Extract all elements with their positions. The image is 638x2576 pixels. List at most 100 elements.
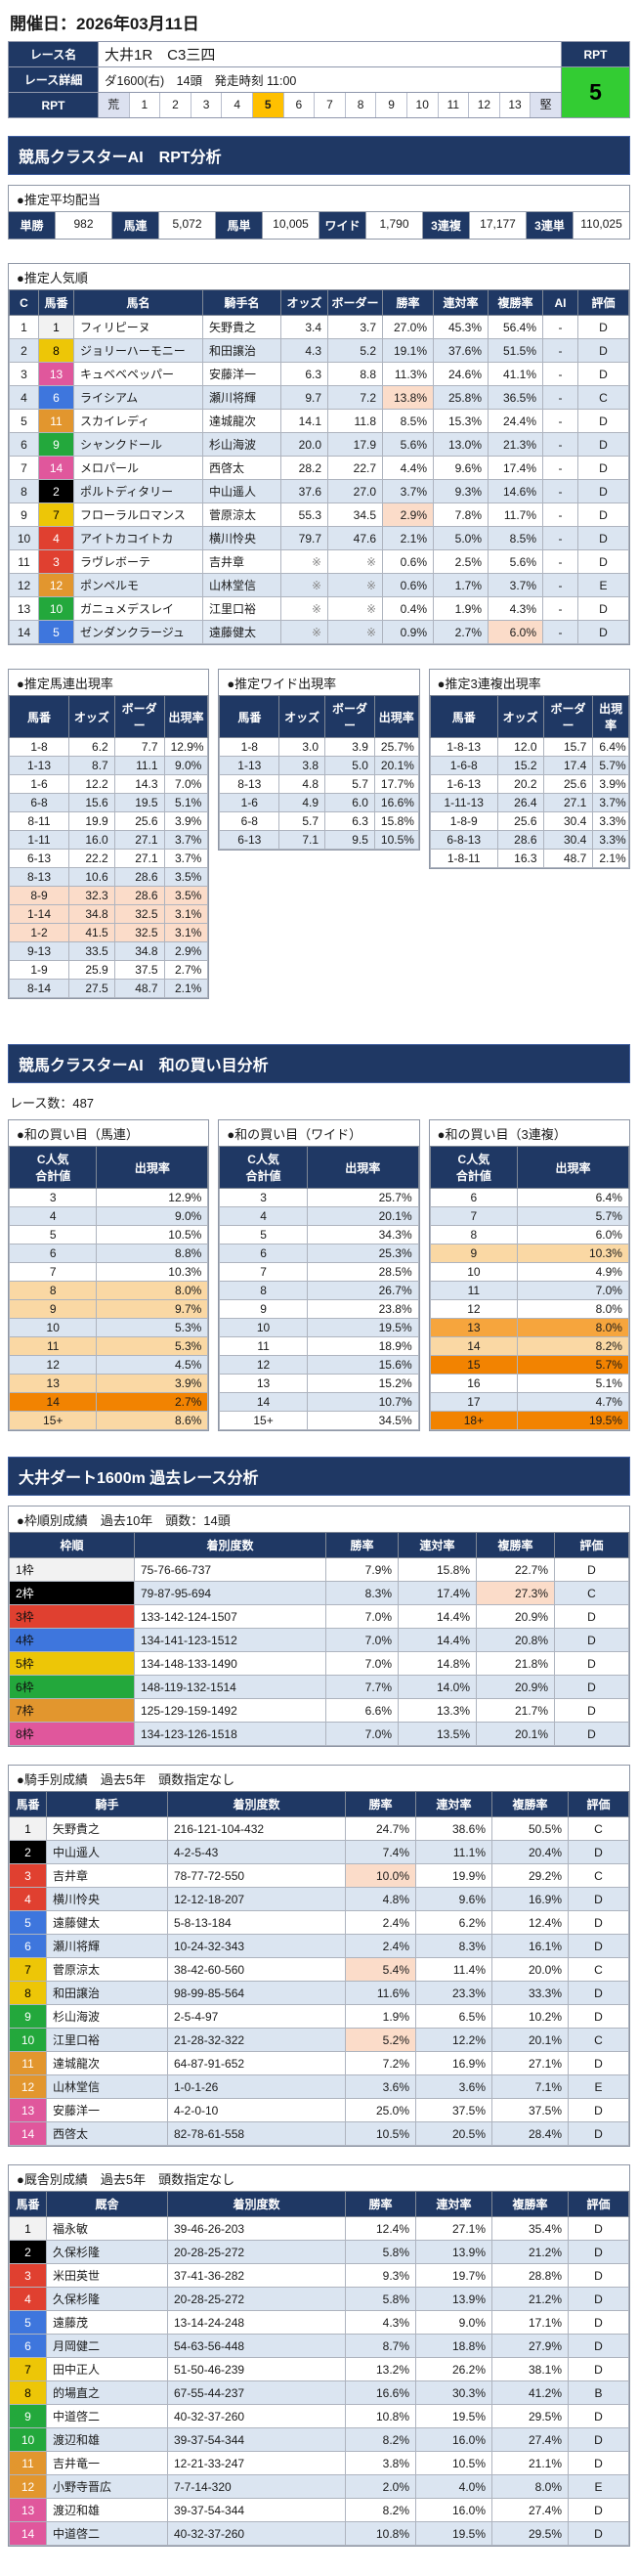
win-rate-cell: 5.6% [382, 432, 434, 457]
table-row: 14 10.7% [219, 1392, 419, 1412]
border-cell: 17.9 [327, 432, 383, 457]
win-rate-cell: 4.4% [382, 456, 434, 480]
show-rate-cell: 16.9% [491, 1887, 569, 1911]
pair-rate-cell: 16.9% [415, 2051, 492, 2075]
ai-cell: - [542, 409, 578, 433]
popularity-rank-cell: 5 [9, 409, 39, 433]
horse-name-cell: アイトカコイトカ [73, 526, 203, 550]
table-row: 1-8-13 12.0 15.7 6.4% [429, 737, 629, 757]
popularity-box: ●推定人気順 C 馬番 馬名 騎手名 オッズ ボーダー 勝率 連対率 複勝率 AI 評価 1 1 フィリピ… [8, 263, 630, 645]
pair-rate-cell: 13.0% [433, 432, 489, 457]
table-row: 6 6.4% [429, 1188, 629, 1207]
pair-rate-cell: 9.6% [433, 456, 489, 480]
wa-tables-row: ●和の買い目（馬連） C人気 合計値 出現率 3 12.9% 4 9.0% 5 10.5% 6 8… [8, 1119, 630, 1431]
record-cell: 134-148-133-1490 [134, 1651, 326, 1676]
table-row: 12 小野寺晋広 7-7-14-320 2.0% 4.0% 8.0% E [9, 2474, 629, 2499]
sum-cell: 12 [429, 1299, 519, 1319]
jockey-name-cell: 江里口裕 [202, 596, 281, 621]
table-row: 6 9 シャンクドール 杉山海波 20.0 17.9 5.6% 13.0% 21.3% - D [9, 432, 629, 457]
grade-cell: D [568, 2004, 629, 2029]
win-rate-cell: 25.0% [345, 2098, 416, 2122]
win-rate-cell: 5.2% [345, 2028, 416, 2052]
rpt-scale-cell: 5 [252, 93, 284, 117]
win-rate-cell: 7.4% [345, 1840, 416, 1864]
table-row: 4 6 ライシアム 瀬川将輝 9.7 7.2 13.8% 25.8% 36.5% - C [9, 385, 629, 410]
odds-cell: 79.7 [280, 526, 328, 550]
table-row: 10 渡辺和雄 39-37-54-344 8.2% 16.0% 27.4% D [9, 2427, 629, 2452]
show-rate-cell: 20.1% [476, 1722, 555, 1746]
grade-cell: D [554, 1722, 629, 1746]
rpt-scale-cell: 荒 [99, 93, 130, 117]
header-row: C人気 合計値 出現率 [8, 1146, 209, 1189]
column-header: C [9, 289, 39, 316]
win-rate-cell: 13.2% [345, 2357, 416, 2381]
table-row: 8-13 10.6 28.6 3.5% [9, 867, 209, 887]
horse-number-cell: 7 [9, 1957, 47, 1982]
column-header: 勝率 [325, 1532, 399, 1558]
jockey-name-cell: 杉山海波 [202, 432, 281, 457]
show-rate-cell: 27.4% [491, 2427, 569, 2452]
horse-name-cell: ライシアム [73, 385, 203, 410]
sum-cell: 11 [8, 1336, 98, 1356]
table-row: 8 和田譲治 98-99-85-564 11.6% 23.3% 33.3% D [9, 1981, 629, 2005]
grade-cell: D [577, 362, 629, 386]
table-row: 1-11-13 26.4 27.1 3.7% [429, 793, 629, 812]
sum-cell: 3 [8, 1188, 98, 1207]
rpt-scale-cell: 7 [315, 93, 346, 117]
payout-value: 982 [56, 212, 112, 239]
ai-cell: - [542, 338, 578, 363]
wide-appearance-box: ●推定ワイド出現率 馬番 オッズ ボーダー 出現率 1-8 3.0 3.9 25.7% 1-13… [218, 669, 420, 851]
table-row: 6-8-13 28.6 30.4 3.3% [429, 830, 629, 850]
header-row: 馬番 騎手 着別度数 勝率 連対率 複勝率 評価 [9, 1791, 629, 1817]
border-cell: 25.6 [113, 811, 165, 831]
table-row: 3 米田英世 37-41-36-282 9.3% 19.7% 28.8% D [9, 2263, 629, 2288]
jockey-name-cell: 中山遥人 [46, 1840, 168, 1864]
pair-rate-cell: 11.4% [415, 1957, 492, 1982]
rpt-scale: 荒 1 2 3 4 5 6 7 8 9 10 11 12 13 堅 [99, 93, 561, 117]
rpt-scale-label: RPT [8, 92, 99, 118]
border-cell: 5.7 [324, 774, 375, 794]
combo-cell: 1-8-9 [429, 811, 498, 831]
show-rate-cell: 37.5% [491, 2098, 569, 2122]
stable-name-cell: 中道啓二 [46, 2404, 168, 2428]
table-row: 6-8 5.7 6.3 15.8% [219, 811, 419, 831]
table-row: 1-9 25.9 37.5 2.7% [9, 960, 209, 980]
odds-cell: 25.9 [67, 960, 115, 980]
grade-cell: D [568, 2310, 629, 2335]
rate-cell: 5.7% [517, 1355, 629, 1375]
table-row: 1-13 3.8 5.0 20.1% [219, 756, 419, 775]
pair-rate-cell: 15.3% [433, 409, 489, 433]
grade-cell: D [568, 2240, 629, 2264]
stable-name-cell: 吉井竜一 [46, 2451, 168, 2475]
horse-name-cell: キュベベペッパー [73, 362, 203, 386]
border-cell: 8.8 [327, 362, 383, 386]
border-cell: ※ [327, 549, 383, 574]
pair-rate-cell: 15.8% [398, 1557, 477, 1582]
combo-cell: 1-13 [219, 756, 280, 775]
jockey-name-cell: 中山遥人 [202, 479, 281, 503]
show-rate-cell: 5.6% [488, 549, 543, 574]
grade-cell: D [577, 526, 629, 550]
grade-cell: D [577, 409, 629, 433]
column-header: 連対率 [398, 1532, 477, 1558]
grade-cell: D [568, 1910, 629, 1935]
rate-cell: 8.0% [517, 1299, 629, 1319]
border-cell: 3.7 [327, 315, 383, 339]
table-row: 6-8 15.6 19.5 5.1% [9, 793, 209, 812]
ai-cell: - [542, 573, 578, 597]
rate-cell: 12.9% [163, 737, 209, 757]
win-rate-cell: 1.9% [345, 2004, 416, 2029]
rate-cell: 25.7% [373, 737, 419, 757]
win-rate-cell: 16.6% [345, 2380, 416, 2405]
show-rate-cell: 3.7% [488, 573, 543, 597]
show-rate-cell: 22.7% [476, 1557, 555, 1582]
show-rate-cell: 28.4% [491, 2121, 569, 2146]
column-header: 複勝率 [491, 1791, 569, 1817]
grade-cell: D [568, 2357, 629, 2381]
record-cell: 20-28-25-272 [167, 2287, 346, 2311]
jockey-stats-box: ●騎手別成績 過去5年 頭数指定なし 馬番 騎手 着別度数 勝率 連対率 複勝率 評価 1 矢野… [8, 1765, 630, 2147]
grade-cell: D [577, 479, 629, 503]
show-rate-cell: 20.4% [491, 1840, 569, 1864]
table-row: 5 10.5% [8, 1225, 209, 1244]
jockey-name-cell: 達城龍次 [46, 2051, 168, 2075]
